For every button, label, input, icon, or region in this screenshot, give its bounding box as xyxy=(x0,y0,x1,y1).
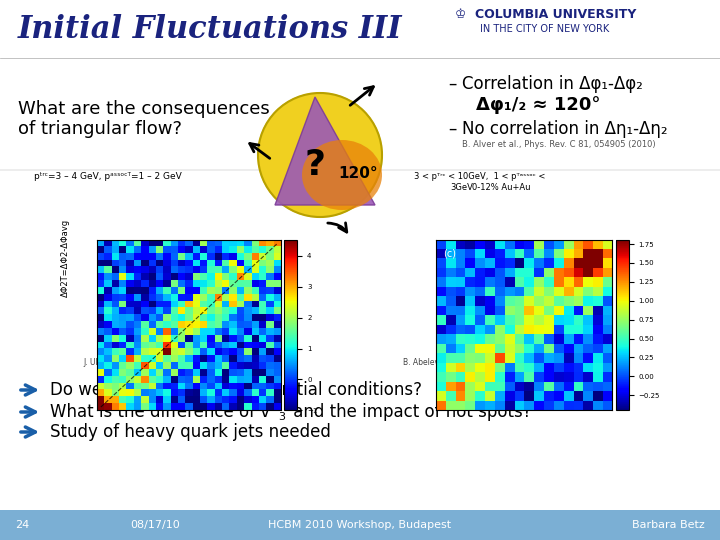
Text: 08/17/10: 08/17/10 xyxy=(130,520,180,530)
Text: Do we only see fluctuating initial conditions?: Do we only see fluctuating initial condi… xyxy=(50,381,422,399)
Text: No correlation in Δη₁-Δη₂: No correlation in Δη₁-Δη₂ xyxy=(462,120,667,138)
Text: B. Abelev et al.(STAR), arXiv: 0912.2977: B. Abelev et al.(STAR), arXiv: 0912.2977 xyxy=(403,358,557,367)
Text: Study of heavy quark jets needed: Study of heavy quark jets needed xyxy=(50,423,331,441)
Text: ?: ? xyxy=(305,148,325,182)
Text: 24: 24 xyxy=(15,520,30,530)
Text: of triangular flow?: of triangular flow? xyxy=(18,120,182,138)
Text: (c): (c) xyxy=(443,249,456,259)
Text: pᵗʳᶜ=3 – 4 GeV, pᵃˢˢᵒᶜᵀ=1 – 2 GeV: pᵗʳᶜ=3 – 4 GeV, pᵃˢˢᵒᶜᵀ=1 – 2 GeV xyxy=(34,172,182,181)
Text: 120°: 120° xyxy=(338,165,378,180)
Text: What are the consequences: What are the consequences xyxy=(18,100,270,118)
Text: ♔  COLUMBIA UNIVERSITY: ♔ COLUMBIA UNIVERSITY xyxy=(455,8,636,21)
Text: IN THE CITY OF NEW YORK: IN THE CITY OF NEW YORK xyxy=(480,24,609,34)
Circle shape xyxy=(258,93,382,217)
Text: Correlation in Δφ₁-Δφ₂: Correlation in Δφ₁-Δφ₂ xyxy=(462,75,643,93)
Text: and the impact of hot spots?: and the impact of hot spots? xyxy=(288,403,531,421)
Text: 3 < pᵀʳᶜ < 10GeV,  1 < pᵀᵃˢˢᵒᶜ <: 3 < pᵀʳᶜ < 10GeV, 1 < pᵀᵃˢˢᵒᶜ < xyxy=(414,172,546,181)
Text: –: – xyxy=(448,120,456,138)
Text: Initial Fluctuations III: Initial Fluctuations III xyxy=(18,14,402,45)
Text: Δφ₁/₂ ≈ 120°: Δφ₁/₂ ≈ 120° xyxy=(476,96,600,114)
Text: ΔΦ1-=ΔΦ1-ΔΦavg: ΔΦ1-=ΔΦ1-ΔΦavg xyxy=(142,344,218,353)
Text: 3: 3 xyxy=(278,412,285,422)
Text: What is the difference of v: What is the difference of v xyxy=(50,403,270,421)
Text: 0-12% Au+Au: 0-12% Au+Au xyxy=(472,183,530,192)
FancyBboxPatch shape xyxy=(0,0,720,510)
Polygon shape xyxy=(275,97,375,205)
FancyBboxPatch shape xyxy=(0,510,720,540)
Text: –: – xyxy=(448,75,456,93)
Text: Δη₁ = η₁ - ηtrig: Δη₁ = η₁ - ηtrig xyxy=(448,344,512,353)
Text: HCBM 2010 Workshop, Budapest: HCBM 2010 Workshop, Budapest xyxy=(269,520,451,530)
Ellipse shape xyxy=(302,140,382,210)
Text: B. Alver et al., Phys. Rev. C 81, 054905 (2010): B. Alver et al., Phys. Rev. C 81, 054905… xyxy=(462,140,656,149)
Text: 3GeV: 3GeV xyxy=(450,183,473,192)
Text: ΔΦ2T=ΔΦ2-ΔΦavg: ΔΦ2T=ΔΦ2-ΔΦavg xyxy=(60,219,70,297)
Text: Barbara Betz: Barbara Betz xyxy=(632,520,705,530)
Text: J. Ulery [STAR], Int. J. Mod. Phys. E 16, 2005 (2007): J. Ulery [STAR], Int. J. Mod. Phys. E 16… xyxy=(83,358,277,367)
